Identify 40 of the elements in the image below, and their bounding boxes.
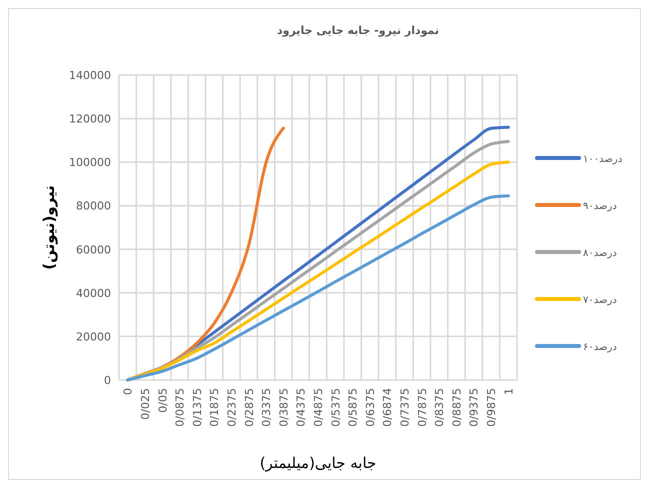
y-tick-label: 120000 — [69, 112, 111, 126]
x-tick-label: 0/05 — [156, 388, 170, 413]
x-tick-label: 0/4375 — [294, 388, 308, 427]
legend-label: درصد۱۰۰ — [583, 154, 622, 165]
x-tick-label: 0/6874 — [381, 388, 394, 427]
legend-label: درصد۹۰ — [583, 201, 617, 212]
x-tick-label: 0/5375 — [329, 388, 342, 427]
x-tick-label: 0/9875 — [485, 388, 498, 427]
x-tick-label: 0/5875 — [346, 388, 360, 427]
legend-label: درصد۶۰ — [583, 342, 617, 353]
x-tick-label: 0/8875 — [450, 388, 464, 427]
y-tick-label: 80000 — [76, 200, 111, 213]
y-tick-label: 40000 — [76, 286, 111, 300]
x-axis-title: جابه جایی(میلیمتر) — [260, 454, 376, 472]
y-tick-label: 60000 — [76, 243, 111, 256]
y-tick-label: 20000 — [76, 330, 111, 344]
x-tick-label: 0/3875 — [277, 388, 290, 427]
y-tick-label: 0 — [104, 374, 111, 387]
x-tick-label: 0/1375 — [190, 388, 204, 427]
line-series — [126, 194, 510, 382]
x-tick-label: 0/1875 — [208, 388, 222, 427]
x-tick-label: 0/6375 — [364, 388, 377, 427]
x-tick-label: 0/4875 — [312, 388, 325, 427]
y-tick-label: 100000 — [69, 156, 111, 170]
x-tick-label: 0/7875 — [416, 388, 429, 427]
legend-label: درصد۷۰ — [583, 295, 617, 306]
x-tick-label: 1 — [502, 388, 516, 395]
x-tick-label: 0/2375 — [225, 388, 238, 427]
chart-title: نمودار نیرو- جابه جایی جایرود — [276, 24, 440, 37]
y-axis-title: نیرو(نیوتن) — [40, 185, 58, 270]
x-tick-label: 0/025 — [138, 388, 152, 420]
x-tick-label: 0/9375 — [468, 388, 481, 427]
legend-label: درصد۸۰ — [583, 248, 617, 259]
x-tick-label: 0/3375 — [260, 388, 274, 427]
x-tick-label: 0/2875 — [242, 388, 256, 427]
x-tick-label: 0/7375 — [398, 388, 412, 427]
y-tick-label: 140000 — [69, 69, 111, 82]
x-tick-label: 0 — [122, 388, 135, 395]
x-tick-label: 0/8375 — [433, 388, 446, 427]
x-tick-label: 0/0875 — [174, 388, 187, 427]
